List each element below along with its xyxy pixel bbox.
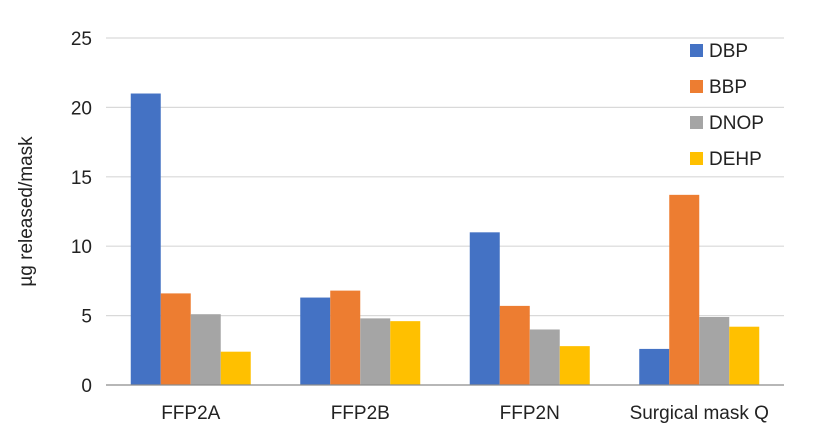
bar-dbp-3 xyxy=(639,348,670,385)
y-tick-label: 10 xyxy=(71,237,92,258)
y-tick-label: 20 xyxy=(71,98,92,119)
legend-swatch-dehp xyxy=(690,152,703,165)
bar-dehp-3 xyxy=(729,326,760,385)
y-tick-label: 15 xyxy=(71,168,92,189)
legend-swatch-dnop xyxy=(690,116,703,129)
bar-dehp-0 xyxy=(220,351,251,385)
bar-dnop-0 xyxy=(190,314,221,385)
x-category-label: FFP2A xyxy=(161,403,220,424)
legend-label-bbp: BBP xyxy=(709,77,747,98)
bar-dbp-1 xyxy=(300,297,331,385)
bar-dnop-2 xyxy=(529,329,560,385)
bar-dnop-1 xyxy=(360,318,391,385)
x-category-label: FFP2N xyxy=(500,403,560,424)
y-axis-title: µg released/mask xyxy=(16,136,37,287)
y-tick-label: 5 xyxy=(81,307,92,328)
legend-swatch-bbp xyxy=(690,80,703,93)
bar-dbp-2 xyxy=(469,232,500,385)
legend-swatch-dbp xyxy=(690,44,703,57)
bar-dehp-2 xyxy=(559,346,590,385)
y-tick-label: 0 xyxy=(81,376,92,397)
bar-bbp-2 xyxy=(499,305,530,385)
bar-dehp-1 xyxy=(390,321,421,385)
x-category-label: Surgical mask Q xyxy=(630,403,769,424)
legend: DBP BBP DNOP DEHP xyxy=(690,41,764,170)
bars xyxy=(130,93,760,386)
bar-bbp-1 xyxy=(330,290,361,385)
y-tick-label: 25 xyxy=(71,29,92,50)
y-axis-ticks: 0 5 10 15 20 25 xyxy=(71,29,92,397)
legend-label-dehp: DEHP xyxy=(709,149,762,170)
legend-label-dbp: DBP xyxy=(709,41,748,62)
legend-label-dnop: DNOP xyxy=(709,113,764,134)
bar-bbp-3 xyxy=(669,194,700,385)
bar-bbp-0 xyxy=(160,293,191,385)
x-axis-categories: FFP2A FFP2B FFP2N Surgical mask Q xyxy=(161,403,769,424)
bar-dnop-3 xyxy=(699,316,730,385)
bar-dbp-0 xyxy=(130,93,161,386)
x-category-label: FFP2B xyxy=(331,403,390,424)
